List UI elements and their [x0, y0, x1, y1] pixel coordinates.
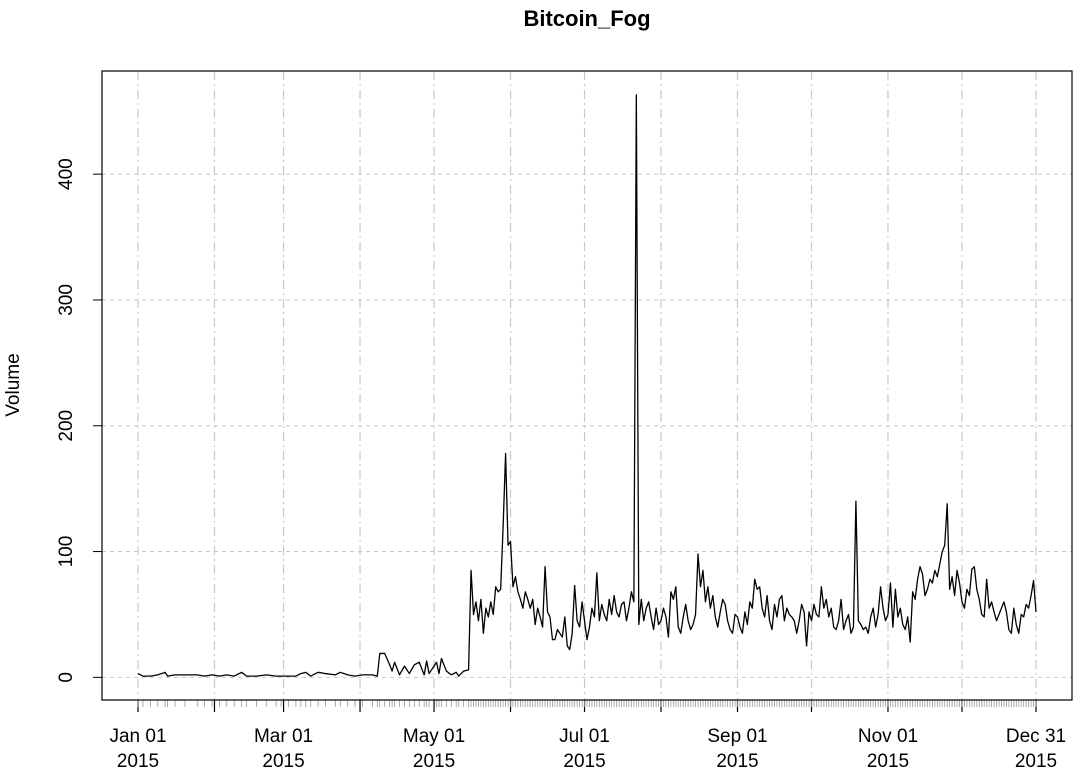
x-tick-label: Jan 01 2015 [109, 726, 166, 772]
y-tick-label: 0 [56, 672, 77, 683]
x-tick-label: May 01 2015 [403, 726, 465, 772]
x-tick-label-line: 2015 [563, 751, 605, 772]
x-tick-label-line: 2015 [413, 751, 455, 772]
x-tick-label-line: 2015 [262, 751, 304, 772]
x-tick-label-line: 2015 [117, 751, 159, 772]
x-tick-label-line: May 01 [403, 726, 465, 747]
x-tick-label-line: Dec 31 [1006, 726, 1066, 747]
x-tick-label-line: Mar 01 [254, 726, 313, 747]
x-tick-label: Dec 31 2015 [1006, 726, 1066, 772]
y-axis-label: Volume [3, 353, 24, 416]
y-tick-label: 300 [56, 284, 77, 316]
x-tick-label-line: Jan 01 [109, 726, 166, 747]
x-tick-label-line: Nov 01 [858, 726, 918, 747]
x-tick-label: Jul 01 2015 [559, 726, 610, 772]
x-tick-label-line: Sep 01 [707, 726, 767, 747]
chart-title: Bitcoin_Fog [523, 6, 650, 31]
y-tick-label: 400 [56, 158, 77, 190]
x-tick-label-line: 2015 [1015, 751, 1057, 772]
y-tick-label: 100 [56, 536, 77, 568]
grid [102, 71, 1072, 700]
x-tick-label: Nov 01 2015 [858, 726, 918, 772]
plot-frame [101, 70, 1073, 701]
x-tick-label: Mar 01 2015 [254, 726, 313, 772]
series-line [137, 94, 1037, 677]
x-tick-label-line: 2015 [867, 751, 909, 772]
x-tick-label-line: Jul 01 [559, 726, 610, 747]
plot-area: 0 100 200 300 400 Jan 01 2015 Mar 01 2015 May 01 2… [56, 94, 1066, 772]
y-tick-label: 200 [56, 410, 77, 442]
x-tick-label-line: 2015 [716, 751, 758, 772]
x-tick-label: Sep 01 2015 [707, 726, 767, 772]
